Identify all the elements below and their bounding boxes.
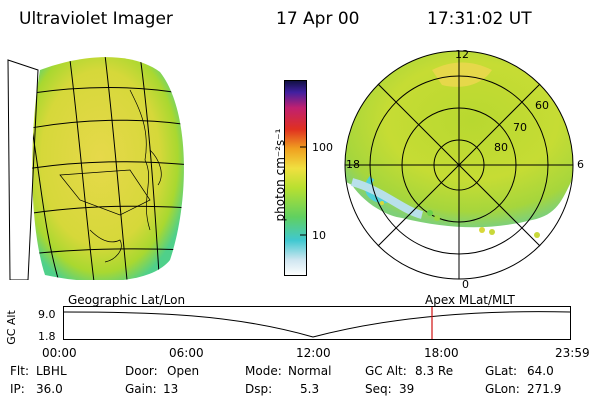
timeline-xtick-2359: 23:59 (555, 346, 590, 360)
date-label: 17 Apr 00 (276, 9, 360, 29)
polar-label-18: 18 (346, 158, 360, 171)
geographic-image (7, 57, 184, 280)
polar-label-0: 0 (462, 278, 469, 291)
status-seq-value: 39 (399, 382, 415, 396)
status-door-value: Open (167, 364, 200, 378)
status-mode-value: Normal (288, 364, 332, 378)
globe-disk (32, 57, 184, 280)
polar-lat-80: 80 (494, 141, 508, 154)
status-ip-label: IP: (10, 382, 25, 396)
timeline-xtick-1200: 12:00 (296, 346, 331, 360)
status-mode-label: Mode: (245, 364, 282, 378)
status-glat-label: GLat: (485, 364, 518, 378)
status-gcalt-label: GC Alt: (365, 364, 407, 378)
status-ip-value: 36.0 (36, 382, 63, 396)
timeline-right-label: Apex MLat/MLT (425, 293, 515, 307)
status-dsp-value: 5.3 (300, 382, 320, 396)
instrument-title: Ultraviolet Imager (19, 9, 173, 29)
polar-label-6: 6 (577, 158, 584, 171)
colorbar-unit-label: photon cm⁻²s⁻¹ (273, 128, 287, 222)
timeline-axis-label: GC Alt (4, 310, 18, 345)
status-dsp-label: Dsp: (245, 382, 273, 396)
status-gcalt-value: 8.3 Re (415, 364, 454, 378)
timeline-xtick-1800: 18:00 (424, 346, 459, 360)
status-glat-value: 64.0 (527, 364, 554, 378)
colorbar-tick-10: 10 (312, 229, 326, 242)
status-gain-value: 13 (163, 382, 179, 396)
status-door-label: Door: (125, 364, 158, 378)
colorbar-tick-100: 100 (312, 141, 333, 154)
timeline-xtick-0600: 06:00 (169, 346, 204, 360)
polar-lat-70: 70 (513, 121, 527, 134)
status-gain-label: Gain: (125, 382, 157, 396)
timeline-ytick-9: 9.0 (38, 308, 56, 321)
colorbar (284, 80, 307, 276)
polar-label-12: 12 (455, 48, 469, 61)
timeline-xtick-0000: 00:00 (42, 346, 77, 360)
time-label: 17:31:02 UT (427, 9, 532, 29)
timeline-left-label: Geographic Lat/Lon (68, 293, 186, 307)
polar-plot (344, 50, 574, 280)
timeline-ytick-1-8: 1.8 (38, 330, 56, 343)
status-flt-value: LBHL (36, 364, 67, 378)
status-glon-value: 271.9 (527, 382, 562, 396)
status-seq-label: Seq: (365, 382, 392, 396)
status-flt-label: Flt: (10, 364, 29, 378)
polar-lat-60: 60 (535, 99, 549, 112)
altitude-timeline (63, 306, 571, 340)
altitude-curve (63, 311, 571, 338)
status-glon-label: GLon: (485, 382, 520, 396)
